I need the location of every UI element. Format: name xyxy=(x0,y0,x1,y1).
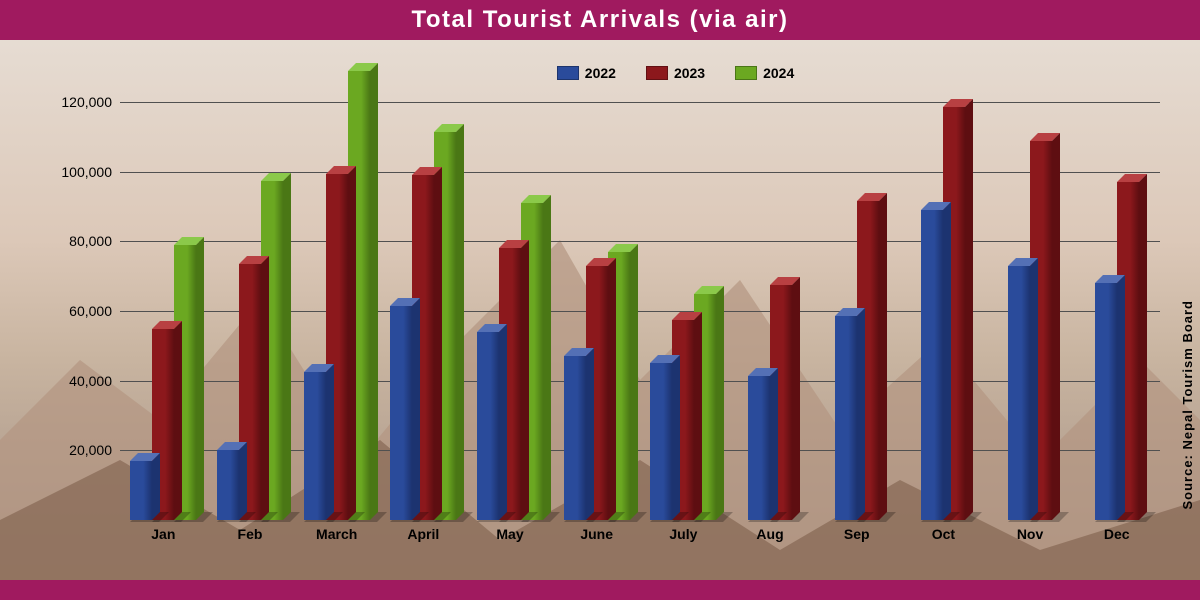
month-group: March xyxy=(293,50,380,520)
y-axis-label: 20,000 xyxy=(69,442,112,458)
legend-item: 2024 xyxy=(735,65,794,81)
y-axis-label: 80,000 xyxy=(69,233,112,249)
x-axis-label: April xyxy=(407,526,439,542)
x-axis-label: Aug xyxy=(756,526,783,542)
x-axis-label: May xyxy=(496,526,523,542)
legend-swatch xyxy=(646,66,668,80)
bar xyxy=(477,332,499,520)
legend-swatch xyxy=(557,66,579,80)
chart-title: Total Tourist Arrivals (via air) xyxy=(412,6,789,34)
bar xyxy=(564,356,586,520)
y-axis-label: 40,000 xyxy=(69,373,112,389)
bar xyxy=(748,376,770,520)
source-label: Source: Nepal Tourism Board xyxy=(1181,300,1196,510)
x-axis-label: Dec xyxy=(1104,526,1130,542)
x-axis-label: Jan xyxy=(151,526,175,542)
legend-label: 2023 xyxy=(674,65,705,81)
bar xyxy=(304,372,326,520)
bar xyxy=(1095,283,1117,520)
bar xyxy=(650,363,672,520)
title-bar: Total Tourist Arrivals (via air) xyxy=(0,0,1200,40)
month-group: May xyxy=(467,50,554,520)
month-group: June xyxy=(553,50,640,520)
legend-label: 2022 xyxy=(585,65,616,81)
legend-label: 2024 xyxy=(763,65,794,81)
x-axis-label: Nov xyxy=(1017,526,1043,542)
legend-item: 2023 xyxy=(646,65,705,81)
chart-area: 202220232024 JanFebMarchAprilMayJuneJuly… xyxy=(60,40,1160,550)
plot: 202220232024 JanFebMarchAprilMayJuneJuly… xyxy=(120,50,1160,520)
bar xyxy=(1008,266,1030,520)
gridline: 120,000 xyxy=(120,102,1160,103)
month-group: April xyxy=(380,50,467,520)
x-axis-label: Oct xyxy=(932,526,955,542)
bar xyxy=(390,306,412,520)
x-axis-label: July xyxy=(669,526,697,542)
bar xyxy=(130,461,152,520)
legend: 2022 2023 2024 xyxy=(557,65,794,81)
legend-item: 2022 xyxy=(557,65,616,81)
x-axis-label: June xyxy=(580,526,613,542)
x-axis-label: Sep xyxy=(844,526,870,542)
legend-swatch xyxy=(735,66,757,80)
bar xyxy=(217,450,239,520)
bar xyxy=(835,316,857,520)
month-group: Feb xyxy=(207,50,294,520)
month-group: July xyxy=(640,50,727,520)
bottom-bar xyxy=(0,580,1200,600)
y-axis-label: 60,000 xyxy=(69,303,112,319)
y-axis-label: 100,000 xyxy=(61,164,112,180)
x-axis-label: March xyxy=(316,526,357,542)
x-axis-label: Feb xyxy=(238,526,263,542)
bar xyxy=(921,210,943,520)
y-axis-label: 120,000 xyxy=(61,94,112,110)
